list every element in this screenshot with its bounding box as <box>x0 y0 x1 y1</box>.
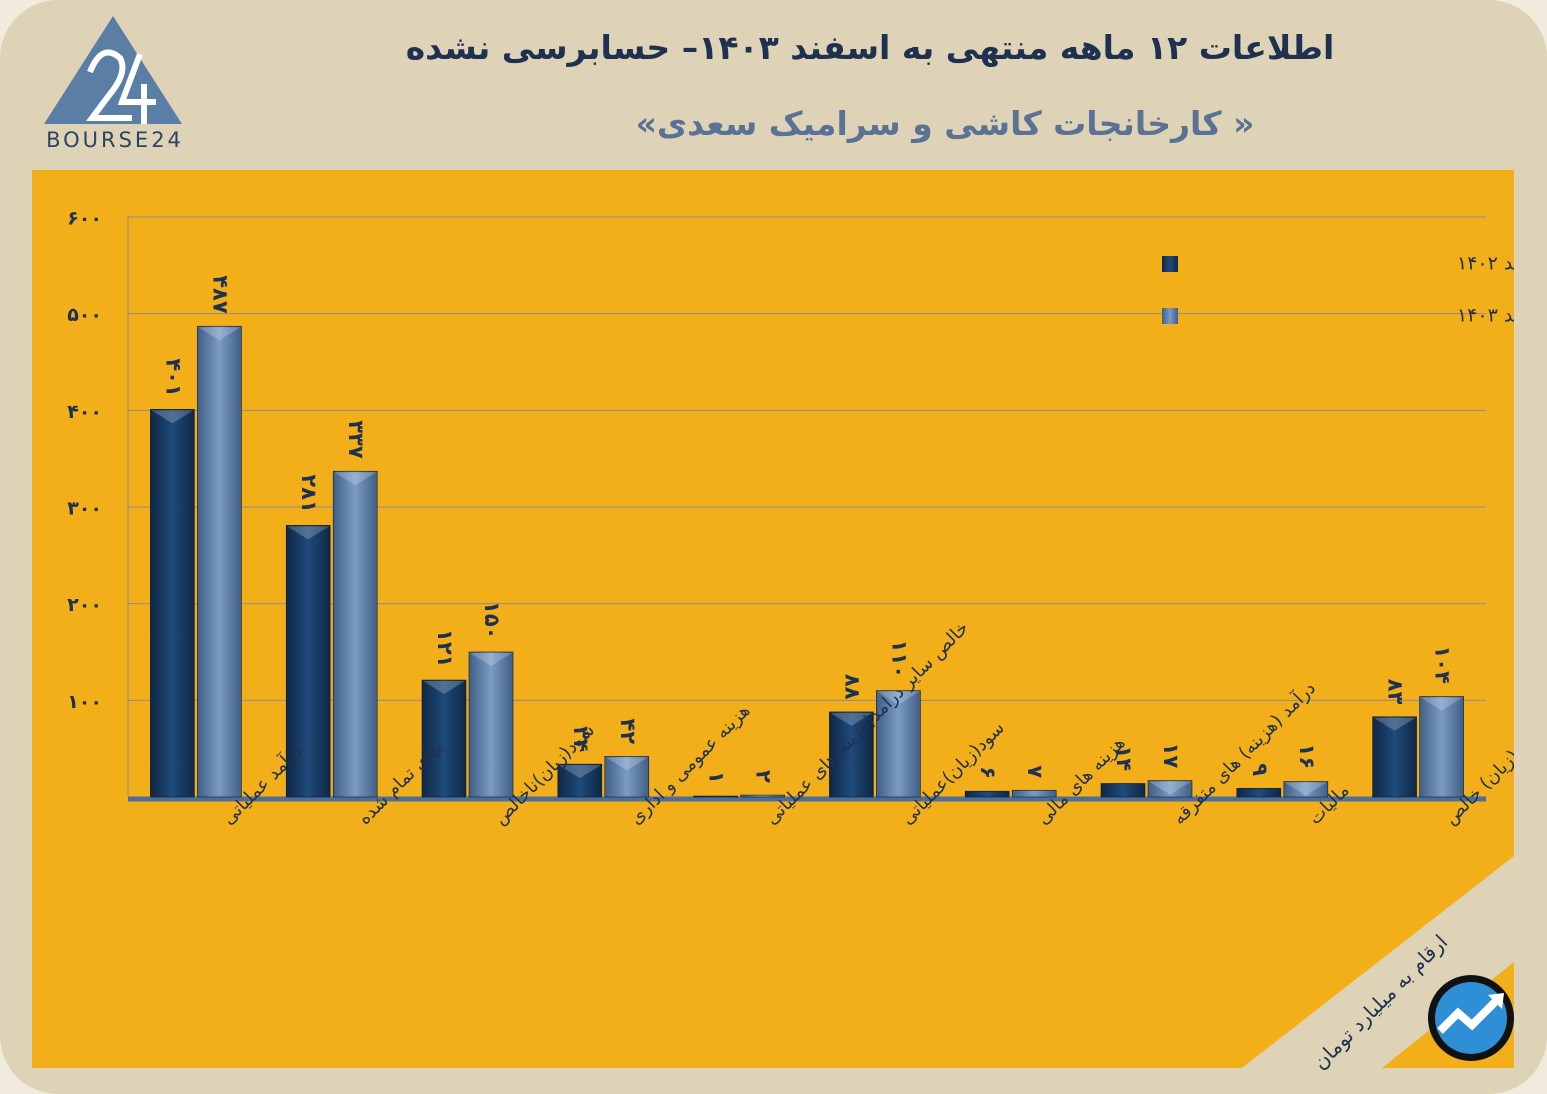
bar-bevel <box>1373 717 1416 731</box>
bar-1403 <box>876 690 921 798</box>
bar-1403 <box>468 651 514 798</box>
page-title: اطلاعات ۱۲ ماهه منتهی به اسفند ۱۴۰۳– حسا… <box>405 28 1335 67</box>
bar-1402 <box>421 679 467 798</box>
data-label: ۱۱۰ <box>887 640 911 678</box>
data-label: ۷ <box>1023 765 1047 778</box>
bar-1402 <box>693 795 738 798</box>
y-tick-label: ۲۰۰ <box>67 594 102 616</box>
data-label: ۸۳ <box>1384 679 1408 705</box>
legend-label-1403: عملکرد منتهی به اسفند ۱۴۰۳ <box>1457 305 1514 327</box>
bar-1402 <box>1372 716 1417 798</box>
bar-1402 <box>964 790 1010 798</box>
data-label: ۴۸۷ <box>208 275 232 314</box>
data-label: ۱۶ <box>1295 744 1319 770</box>
bar-bevel <box>151 410 194 424</box>
bar-1403 <box>604 756 650 798</box>
data-label: ۹ <box>1248 763 1272 776</box>
data-label: ۶ <box>976 766 1000 779</box>
bar-bevel <box>877 691 920 705</box>
logo-text: BOURSE24 <box>46 128 184 152</box>
bar-1402 <box>285 525 331 798</box>
legend-swatch-1403 <box>1162 308 1178 324</box>
chart-panel: ۱۰۰ ۲۰۰ ۳۰۰ ۴۰۰ ۵۰۰ ۶۰۰ ۴۰۱ ۴۸۷ ۲۸۱ ۳۳۷ ۱۲۱ ۱۵۰ ۳۴ ۴… <box>32 170 1514 1068</box>
bar-1402 <box>557 763 603 798</box>
bar-bevel <box>334 472 377 486</box>
bar-bevel <box>1149 781 1191 795</box>
bar-1403 <box>740 794 785 798</box>
bar-bevel <box>198 327 241 341</box>
data-label: ۳۴ <box>569 726 593 752</box>
data-label: ۱۲۱ <box>433 629 457 667</box>
data-label: ۳۳۷ <box>344 420 368 459</box>
bar-bevel <box>1284 782 1327 796</box>
bar-1403 <box>1147 780 1193 798</box>
bar-1403 <box>332 470 378 798</box>
bar-bevel <box>558 765 601 779</box>
data-label: ۱۴ <box>1112 745 1136 771</box>
data-label: ۱۵۰ <box>480 601 504 639</box>
y-tick-label: ۴۰۰ <box>67 401 102 423</box>
legend-swatch-1402 <box>1162 256 1178 272</box>
bar-1403 <box>1011 789 1057 798</box>
bar-bevel <box>470 653 512 666</box>
bar-1403 <box>197 325 242 798</box>
bar-1403 <box>1283 781 1329 798</box>
bar-1403 <box>1419 696 1464 798</box>
bar-1402 <box>829 711 874 798</box>
bar-bevel <box>287 526 330 540</box>
bar-bevel <box>423 681 465 695</box>
bar-1402 <box>1100 783 1146 798</box>
bourse24-logo-icon <box>44 16 182 124</box>
data-label: ۸۸ <box>840 674 864 700</box>
legend-label-1402: عملکرد منتهی به اسفند ۱۴۰۲ <box>1457 253 1514 275</box>
y-tick-label: ۵۰۰ <box>67 304 102 326</box>
data-label: ۴۰۱ <box>161 358 185 396</box>
bar-chart: ۱۰۰ ۲۰۰ ۳۰۰ ۴۰۰ ۵۰۰ ۶۰۰ ۴۰۱ ۴۸۷ ۲۸۱ ۳۳۷ ۱۲۱ ۱۵۰ ۳۴ ۴… <box>67 208 1514 1068</box>
company-subtitle: « کارخانجات کاشی و سرامیک سعدی» <box>635 104 1255 143</box>
bar-bevel <box>1420 697 1463 711</box>
y-tick-label: ۶۰۰ <box>67 208 102 230</box>
data-label: ۴۲ <box>616 718 640 744</box>
bar-1402 <box>150 409 195 798</box>
data-label: ۱۰۴ <box>1431 645 1455 684</box>
data-label: ۲۸۱ <box>297 474 321 512</box>
bar-bevel <box>605 757 648 771</box>
bar-bevel <box>830 712 873 726</box>
bar-1402 <box>1236 787 1282 798</box>
y-tick-label: ۳۰۰ <box>67 498 102 520</box>
y-tick-label: ۱۰۰ <box>67 691 102 713</box>
category-label: هزینه های مالی <box>1033 732 1130 829</box>
data-label: ۲ <box>752 770 776 783</box>
trend-arrow-icon <box>1428 975 1514 1061</box>
data-label: ۱ <box>705 771 729 784</box>
data-label: ۱۷ <box>1159 743 1183 769</box>
